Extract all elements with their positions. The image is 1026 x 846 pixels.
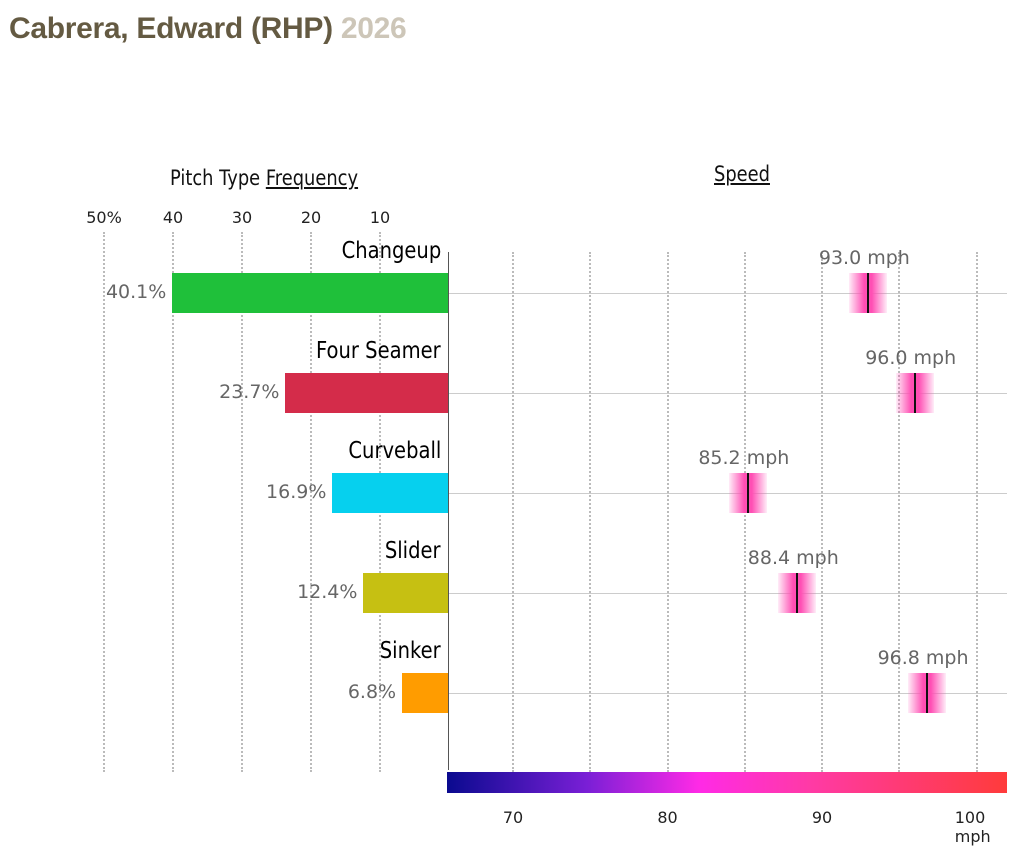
speed-row-line [449,493,1007,494]
speed-row-line [449,293,1007,294]
speed-tick-label: 70 [502,808,524,827]
zero-axis [448,252,449,770]
speed-link[interactable]: Speed [714,162,770,186]
pitcher-name: Cabrera, Edward (RHP) [9,12,333,45]
speed-gridline [589,252,592,772]
speed-row-line [449,693,1007,694]
frequency-bar [402,673,449,713]
frequency-bar [332,473,449,513]
frequency-value-label: 16.9% [266,481,327,503]
frequency-bar [172,273,449,313]
frequency-gridline [103,232,105,772]
speed-tick-label: 80 [657,808,678,827]
speed-row-line [449,393,1007,394]
speed-gridline [975,252,978,772]
frequency-value-label: 23.7% [219,381,280,403]
frequency-value-label: 12.4% [297,581,358,603]
speed-row-line [449,593,1007,594]
speed-value-label: 93.0 mph [818,247,910,269]
frequency-value-label: 6.8% [347,681,397,703]
pitch-type-label: Slider [385,538,441,564]
speed-gridline [898,252,901,772]
speed-tick-label: 90 [811,808,833,827]
frequency-bar [285,373,449,413]
frequency-gridline [172,232,174,772]
speed-average-line [867,273,870,313]
frequency-link[interactable]: Frequency [265,166,359,190]
frequency-tick-label: 20 [300,208,322,227]
frequency-gridline [241,232,243,772]
page-title: Cabrera, Edward (RHP) 2026 [9,12,407,46]
frequency-header: Pitch Type Frequency [170,166,358,190]
speed-gridline [821,252,823,772]
season-year: 2026 [340,12,407,45]
speed-marker [908,673,947,713]
frequency-tick-label: 10 [369,208,391,227]
frequency-tick-label: 50% [86,208,122,227]
pitch-type-label: Curveball [348,438,441,464]
frequency-tick-label: 30 [231,208,253,227]
frequency-tick-label: 40 [162,208,184,227]
speed-color-scale [447,772,1007,793]
speed-marker [728,473,767,513]
frequency-value-label: 40.1% [105,281,167,303]
pitch-type-label: Changeup [341,238,441,264]
speed-average-line [746,473,749,513]
pitch-type-label: Sinker [380,638,441,664]
frequency-header-prefix: Pitch Type [170,166,261,190]
speed-value-label: 96.8 mph [877,647,969,669]
speed-tick-label: 100 mph [954,808,991,846]
pitch-type-label: Four Seamer [316,338,441,364]
speed-average-line [926,673,929,713]
speed-marker [895,373,934,413]
speed-value-label: 96.0 mph [865,347,957,369]
frequency-bar [363,573,449,613]
speed-marker [778,573,817,613]
speed-gridline [666,252,669,772]
speed-average-line [796,573,799,613]
speed-average-line [913,373,916,413]
speed-gridline [512,252,514,772]
speed-value-label: 85.2 mph [698,447,790,469]
frequency-gridline [310,232,312,772]
speed-value-label: 88.4 mph [747,547,839,569]
speed-marker [849,273,888,313]
